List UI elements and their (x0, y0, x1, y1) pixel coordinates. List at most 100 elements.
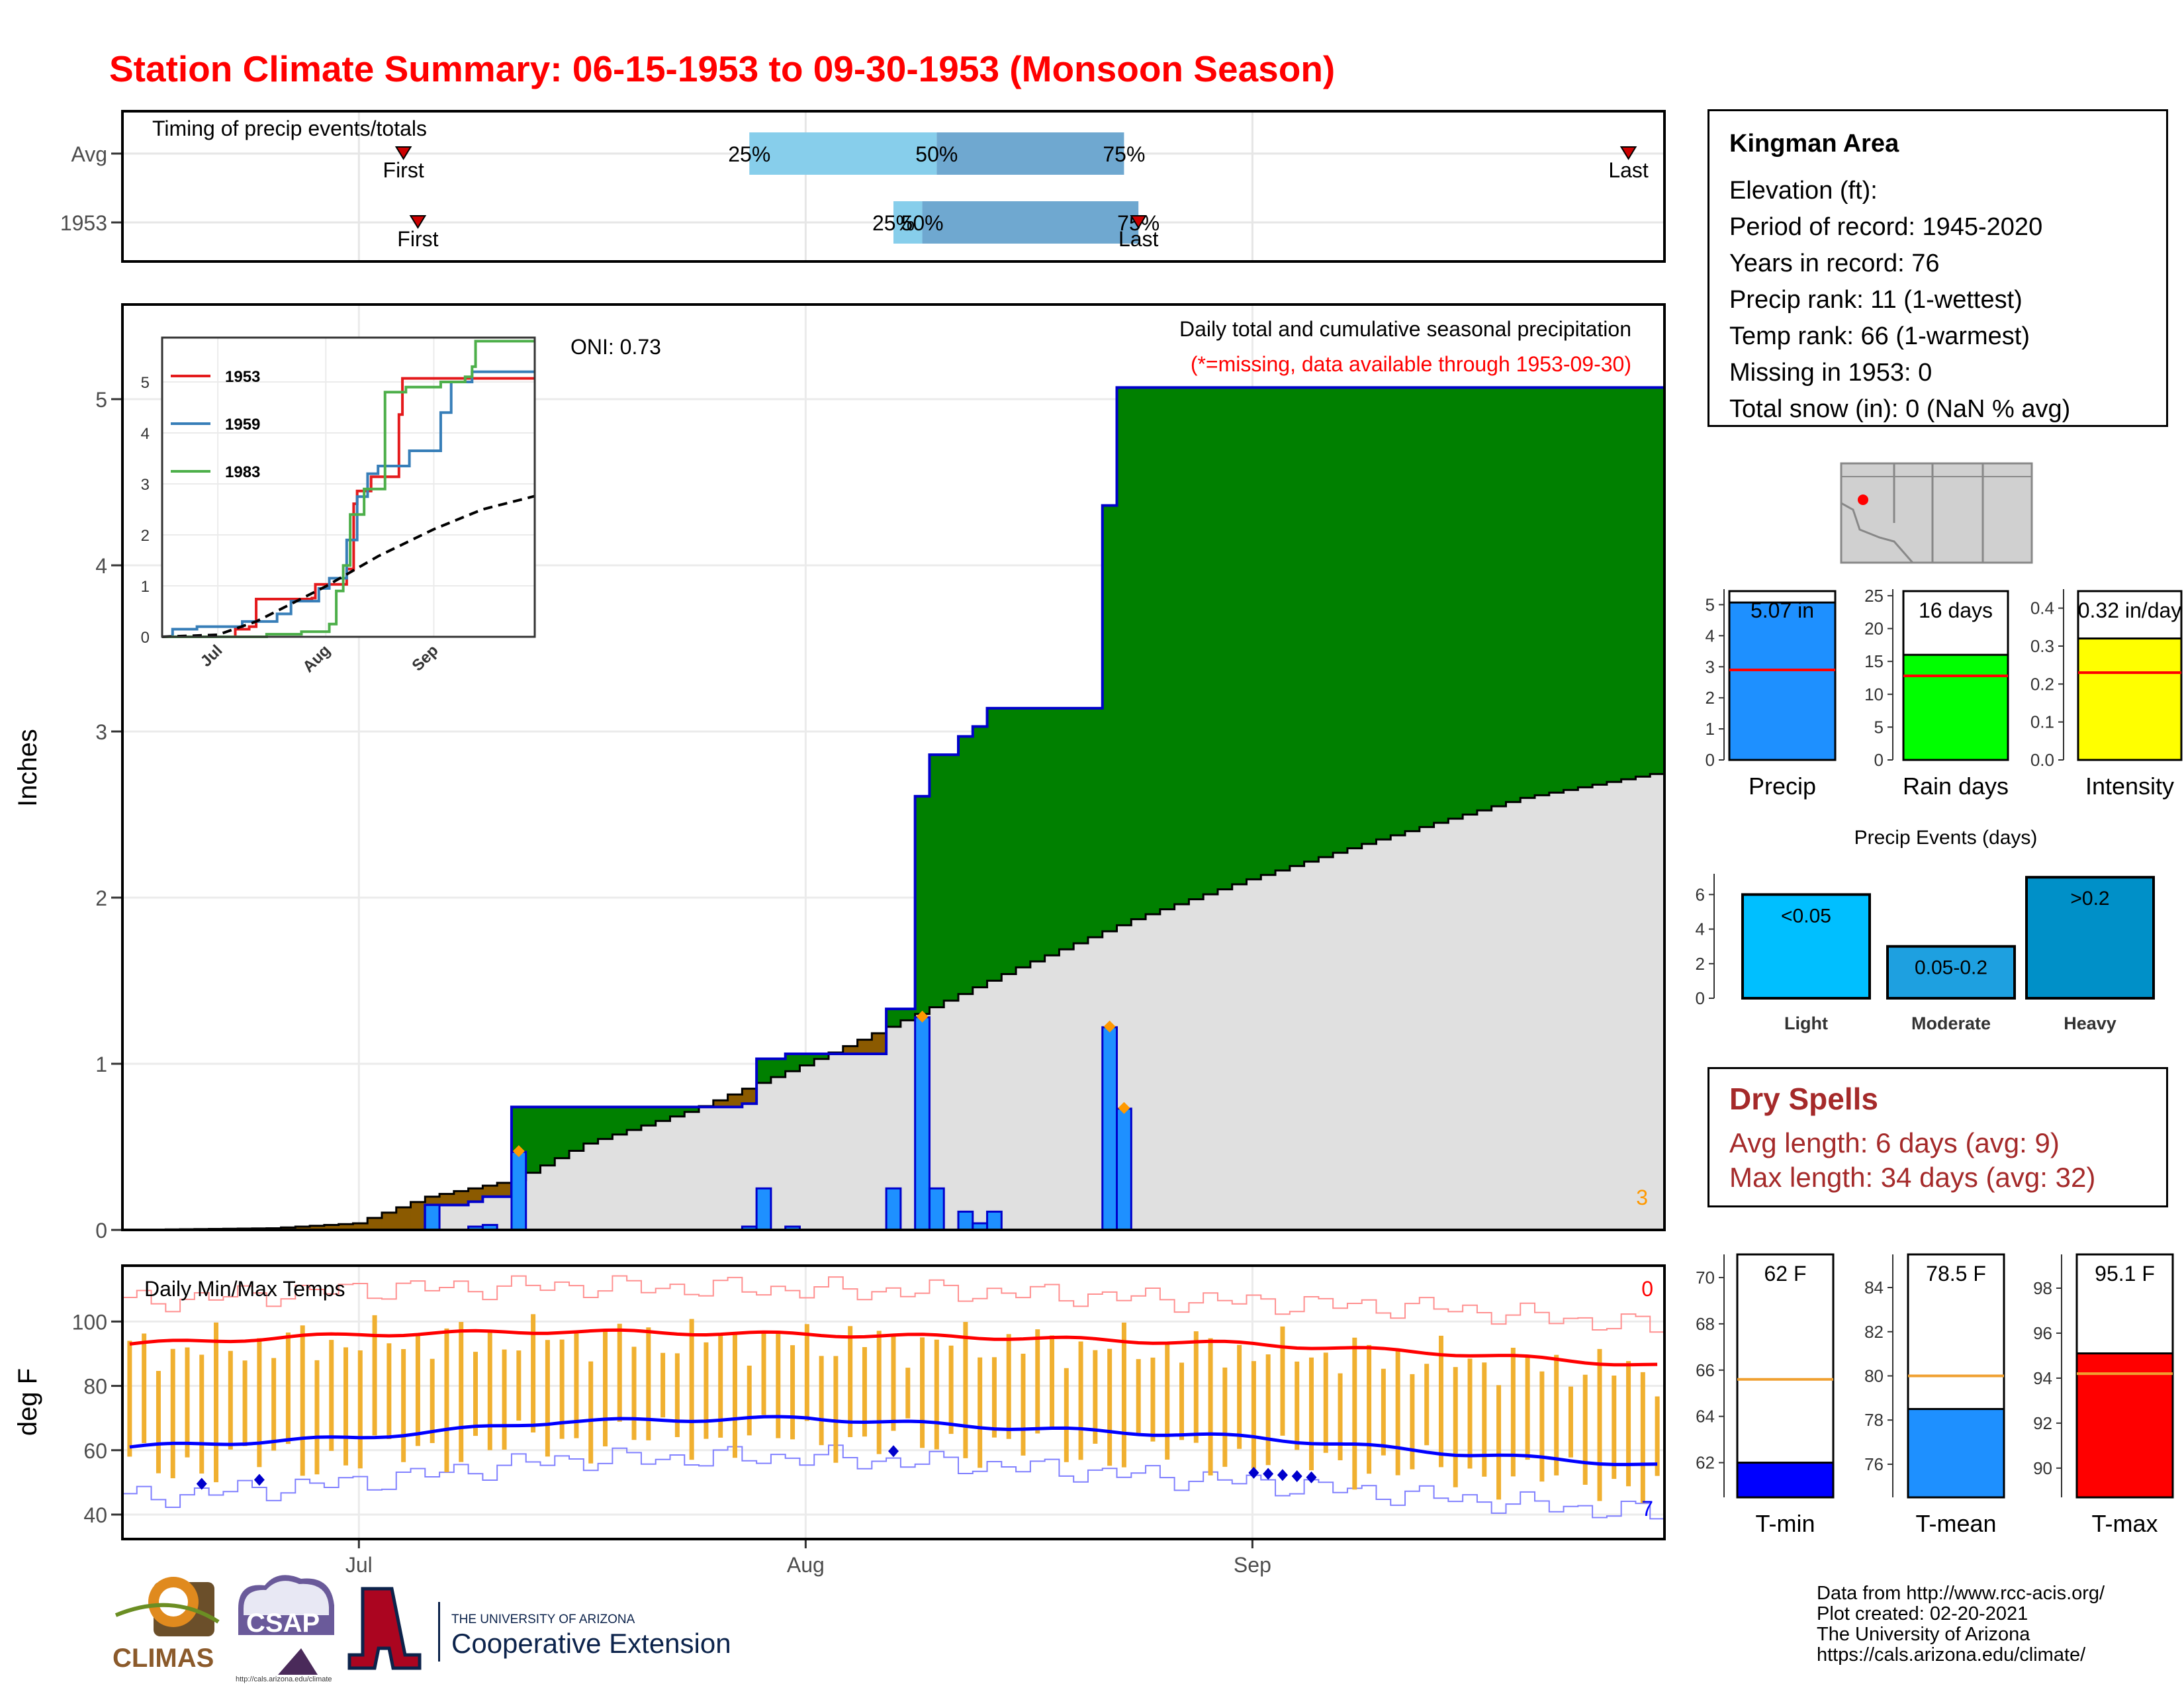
dry-spells-max: Max length: 34 days (avg: 32) (1729, 1162, 2096, 1193)
small-ytick-label: 0.0 (2030, 750, 2054, 770)
small-ytick-label: 5 (1706, 594, 1715, 614)
avg-fill-column (944, 1000, 959, 1230)
avg-fill-column (453, 1205, 469, 1230)
avg-fill-column (497, 1196, 512, 1230)
below-avg-fill-column (872, 1033, 887, 1054)
timing-bar-50-75 (922, 201, 1139, 244)
inset-legend-label: 1953 (225, 368, 260, 386)
small-ytick-label: 98 (2033, 1278, 2052, 1298)
station-info-box: Kingman Area Elevation (ft): Period of r… (1707, 109, 2168, 427)
avg-fill-column (842, 1053, 858, 1230)
above-avg-fill-column (627, 1107, 642, 1131)
csap-logo-url: http://cals.arizona.edu/climate (236, 1675, 332, 1683)
below-avg-fill-column (497, 1182, 512, 1197)
small-bar-category-label: T-min (1756, 1510, 1815, 1537)
timing-last-label: Last (1608, 158, 1649, 182)
below-avg-fill-column (742, 1088, 757, 1104)
avg-fill-column (1333, 853, 1348, 1230)
record-low-marker (1291, 1470, 1302, 1483)
oni-label: ONI: 0.73 (570, 335, 661, 359)
above-avg-fill-column (1578, 387, 1593, 788)
small-bar-category-label: T-mean (1915, 1510, 1996, 1537)
avg-fill-column (1361, 843, 1377, 1230)
info-elevation: Elevation (ft): (1729, 177, 1878, 205)
below-avg-fill-column (396, 1207, 412, 1230)
below-avg-fill-column (713, 1100, 729, 1107)
avg-fill-column (1592, 784, 1608, 1230)
above-avg-fill-column (1592, 387, 1608, 785)
info-snow: Total snow (in): 0 (NaN % avg) (1729, 395, 2071, 423)
precip-main-panel: 0 1 2 3 4 5 Daily total and cumulative seasona… (13, 303, 1666, 1243)
main-ytick-label: 2 (95, 886, 107, 910)
small-ytick-label: 94 (2033, 1368, 2052, 1388)
above-avg-fill-column (1275, 387, 1291, 871)
above-avg-fill-column (1463, 387, 1478, 815)
avg-fill-column (958, 994, 974, 1230)
avg-fill-column (699, 1107, 714, 1230)
avg-fill-column (1491, 806, 1507, 1230)
daily-precip-bar (928, 1187, 945, 1231)
record-low-marker (1306, 1471, 1317, 1483)
avg-fill-column (1318, 857, 1334, 1230)
above-avg-fill-column (1635, 387, 1651, 777)
above-avg-fill-column (1535, 387, 1550, 796)
above-avg-fill-column (525, 1107, 541, 1173)
above-avg-fill-column (670, 1107, 685, 1117)
avg-tmax-line (129, 1328, 1658, 1367)
timing-bar-50-75 (936, 132, 1124, 175)
events-bar-label: <0.05 (1781, 905, 1831, 927)
avg-fill-column (799, 1065, 815, 1230)
above-avg-fill-column (540, 1107, 555, 1166)
record-tmax-line (122, 1275, 1664, 1333)
avg-fill-column (1419, 827, 1435, 1230)
small-bar-value-label: 0.32 in/day (2078, 598, 2182, 622)
avg-fill-column (1203, 894, 1218, 1230)
inset-series-line-1983 (162, 340, 535, 638)
daily-precip-bar (1101, 1026, 1118, 1231)
events-category-label: Light (1784, 1013, 1828, 1033)
csap-logo-text: CSAP (246, 1609, 320, 1638)
inset-bg (162, 338, 535, 637)
below-avg-fill-column (310, 1225, 325, 1230)
timing-pct-label: 25% (728, 142, 770, 166)
daily-max-marker (916, 1010, 929, 1023)
above-avg-fill-column (900, 1009, 916, 1021)
small-ytick-label: 64 (1696, 1407, 1715, 1427)
timing-last-marker (1130, 215, 1147, 229)
timing-panel-label: Timing of precip events/totals (152, 117, 427, 140)
below-avg-fill-column (381, 1212, 397, 1230)
temps-xtick-label: Jul (345, 1553, 373, 1577)
below-avg-fill-column (453, 1191, 469, 1205)
small-ytick-label: 15 (1864, 651, 1884, 671)
temps-ylabel: deg F (13, 1368, 42, 1436)
record-low-marker (1277, 1469, 1288, 1481)
small-ytick-label: 92 (2033, 1413, 2052, 1433)
avg-fill-column (1506, 802, 1521, 1230)
credit-univ: The University of Arizona (1817, 1624, 2030, 1645)
avg-fill-column (627, 1130, 642, 1230)
daily-precip-bar (957, 1210, 974, 1231)
events-bar-label: 0.05-0.2 (1915, 957, 1987, 979)
temps-panel-label: Daily Min/Max Temps (144, 1277, 345, 1301)
avg-fill-column (1030, 961, 1046, 1230)
record-low-marker (253, 1474, 265, 1486)
timing-pct-label: 75% (1103, 142, 1145, 166)
small-bar-category-label: Rain days (1903, 773, 2009, 800)
small-bar-value-label: 95.1 F (2095, 1262, 2155, 1286)
above-avg-fill-column (1059, 708, 1074, 950)
dry-spells-title: Dry Spells (1729, 1082, 1878, 1116)
daily-precip-bar (424, 1203, 441, 1231)
avg-fill-column (1232, 884, 1248, 1230)
inset-legend-label: 1983 (225, 463, 260, 481)
avg-fill-column (598, 1139, 613, 1230)
avg-fill-column (1376, 839, 1391, 1230)
small-ytick-label: 4 (1706, 626, 1715, 645)
small-ytick-label: 82 (1864, 1322, 1884, 1342)
small-ytick-label: 66 (1696, 1360, 1715, 1380)
small-bar-category-label: Precip (1749, 773, 1816, 800)
timing-panel: Avg195325%50%75%FirstLast25%50%75%FirstL… (60, 110, 1666, 263)
small-bar-value-label: 62 F (1764, 1262, 1806, 1286)
small-ytick-label: 80 (1864, 1366, 1884, 1386)
avg-fill-column (900, 1020, 916, 1230)
